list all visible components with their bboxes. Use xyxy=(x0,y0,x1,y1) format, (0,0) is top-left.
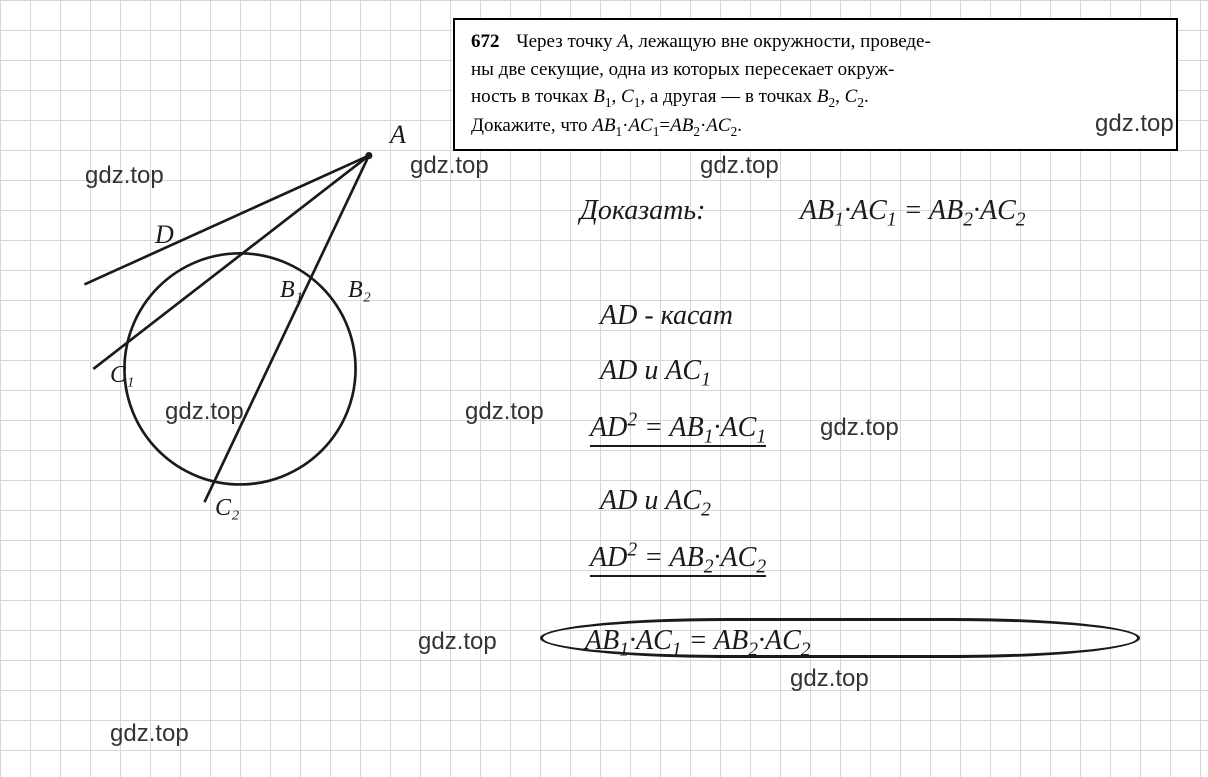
problem-number: 672 xyxy=(471,28,500,56)
proof-line-1: AD - касат xyxy=(600,300,733,332)
geometry-diagram xyxy=(40,110,440,530)
watermark: gdz.top xyxy=(820,414,899,442)
label-c2: C₂ xyxy=(215,495,239,522)
label-b1: B₁ xyxy=(280,277,303,304)
label-a: A xyxy=(390,120,406,150)
proof-line-2: AD и AC1 xyxy=(600,355,711,392)
conclusion-text: AB1·AC1 = AB2·AC2 xyxy=(585,625,811,662)
watermark: gdz.top xyxy=(418,628,497,656)
problem-text-line2: ны две секущие, одна из которых пересека… xyxy=(471,59,894,80)
watermark: gdz.top xyxy=(1095,110,1174,138)
label-d: D xyxy=(155,220,174,250)
watermark: gdz.top xyxy=(465,398,544,426)
problem-text-line4: Докажите, что AB1·AC1=AB2·AC2. xyxy=(471,115,742,136)
watermark: gdz.top xyxy=(110,720,189,748)
circle xyxy=(124,253,355,484)
proof-line-3: AD2 = AB1·AC1 xyxy=(590,410,766,449)
watermark: gdz.top xyxy=(790,665,869,693)
watermark: gdz.top xyxy=(700,152,779,180)
point-a-marker xyxy=(365,152,372,159)
problem-text-line1: Через точку A, лежащую вне окружности, п… xyxy=(516,31,931,52)
secant-line-2 xyxy=(204,156,368,503)
label-b2: B₂ xyxy=(348,277,371,304)
label-c1: C₁ xyxy=(110,362,134,389)
problem-statement-box: 672 Через точку A, лежащую вне окружност… xyxy=(453,18,1178,151)
proof-line-5: AD2 = AB2·AC2 xyxy=(590,540,766,579)
prove-equation: AB1·AC1 = AB2·AC2 xyxy=(800,195,1026,232)
prove-label: Доказать: xyxy=(580,195,705,227)
proof-line-4: AD и AC2 xyxy=(600,485,711,522)
problem-text-line3: ность в точках B1, C1, а другая — в точк… xyxy=(471,86,869,107)
